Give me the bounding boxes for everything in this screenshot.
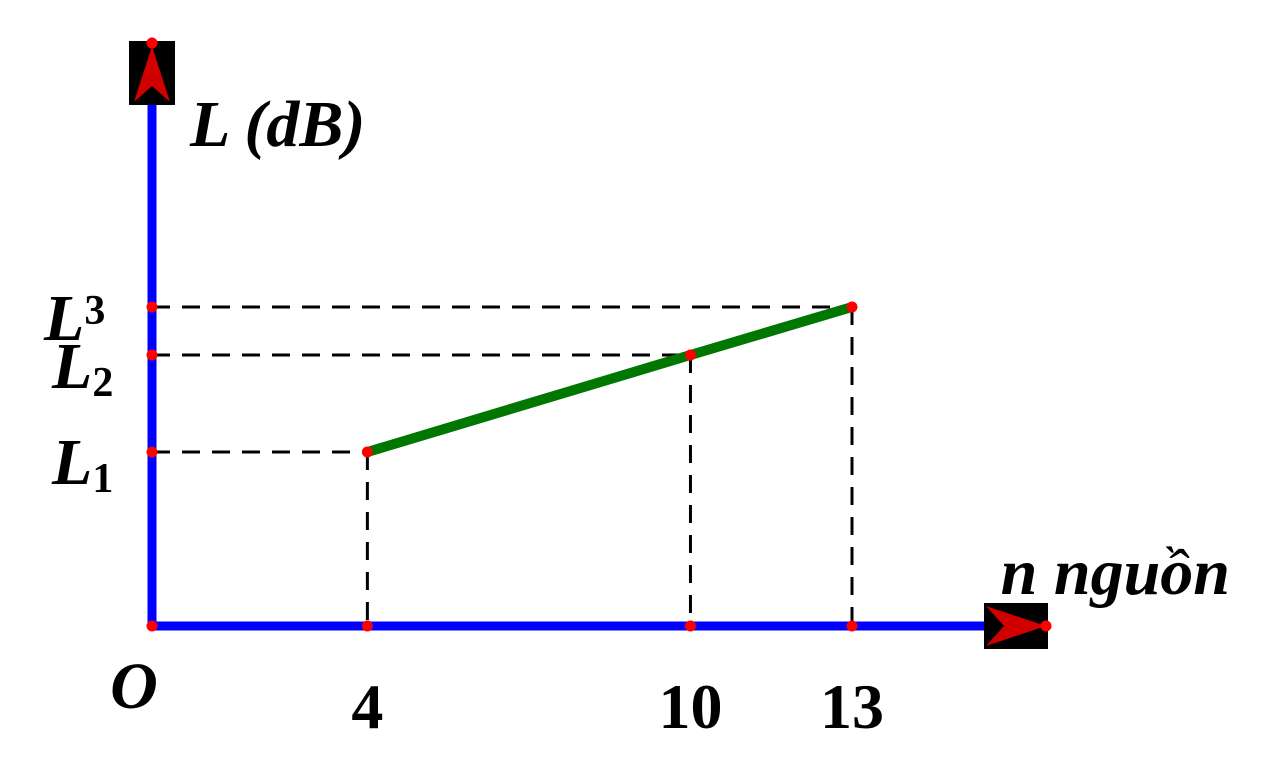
data-point-3 <box>846 301 858 313</box>
x-axis-end-dot <box>1040 620 1052 632</box>
x-tick-dot-2 <box>684 620 696 632</box>
y-tick-dot-1 <box>146 446 158 458</box>
origin-label: O <box>110 650 158 723</box>
x-tick-dot-3 <box>846 620 858 632</box>
y-tick-label-3: L3 <box>43 282 105 355</box>
origin-dot <box>146 620 158 632</box>
y-axis-label: L (dB) <box>189 88 365 161</box>
y-tick-base-2: L <box>51 330 92 403</box>
x-tick-label-1: 4 <box>351 671 383 742</box>
y-tick-sub-2: 2 <box>92 360 113 406</box>
data-point-1 <box>361 446 373 458</box>
y-tick-label-1: L1 <box>51 426 113 502</box>
y-axis-end-dot <box>146 37 158 49</box>
x-tick-dot-1 <box>361 620 373 632</box>
y-arrow-icon <box>134 46 170 102</box>
x-tick-label-2: 10 <box>658 671 722 742</box>
y-tick-base-1: L <box>51 426 92 499</box>
y-tick-dot-3 <box>146 301 158 313</box>
x-arrow-icon <box>986 606 1046 646</box>
y-tick-sub-3: 3 <box>84 288 105 334</box>
x-tick-label-3: 13 <box>820 671 884 742</box>
series-line <box>362 302 857 457</box>
x-axis-label: n nguồn <box>1001 536 1230 609</box>
y-tick-dot-2 <box>146 349 158 361</box>
y-tick-base-3: L <box>43 282 84 355</box>
y-tick-sub-1: 1 <box>92 456 113 502</box>
data-point-2 <box>684 349 696 361</box>
y-tick-label-2: L2 <box>51 330 113 406</box>
